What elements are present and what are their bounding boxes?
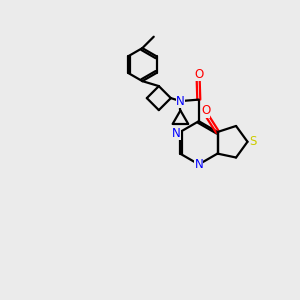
Text: S: S bbox=[249, 135, 256, 148]
Text: N: N bbox=[194, 158, 203, 171]
Text: O: O bbox=[201, 104, 210, 118]
Text: N: N bbox=[176, 94, 185, 108]
Text: N: N bbox=[172, 127, 181, 140]
Text: O: O bbox=[194, 68, 203, 81]
